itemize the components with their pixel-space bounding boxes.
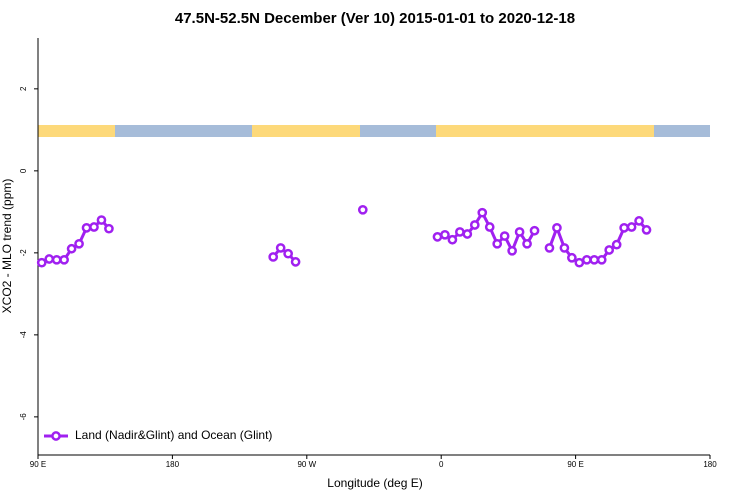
x-axis-label: Longitude (deg E) [327,476,422,490]
data-point [619,222,629,233]
x-tick-label: 90 E [30,460,46,469]
data-point [447,234,458,245]
ocean-strip [360,125,436,137]
data-point [529,225,540,236]
data-point [522,238,532,249]
x-tick-label: 180 [166,460,180,469]
data-point [484,222,495,232]
y-tick-label: 2 [19,86,28,91]
data-point [81,222,92,233]
chart-title: 47.5N-52.5N December (Ver 10) 2015-01-01… [175,10,575,27]
data-point [507,245,517,256]
data-point [462,229,473,239]
x-tick-label: 0 [439,460,444,469]
data-point [626,222,637,232]
land-strip [38,125,115,137]
data-point [290,257,301,267]
data-point [59,254,69,265]
data-point [275,243,286,253]
data-point [641,225,652,235]
ocean-strip [654,125,710,137]
data-point [611,239,622,250]
land-strip [436,125,654,137]
y-tick-label: 0 [19,168,28,173]
series-line [41,209,648,265]
data-point [477,207,488,218]
data-point [514,227,525,237]
y-tick-label: -2 [19,249,28,257]
data-point [574,257,585,268]
data-point [44,254,55,264]
data-point [634,216,644,226]
data-point [432,232,443,242]
ocean-strip [115,125,252,137]
surface-band [38,125,710,137]
data-point [596,254,607,265]
data-point [74,238,84,249]
x-tick-label: 180 [703,460,717,469]
data-point [492,238,503,249]
data-point [283,248,293,259]
data-point [567,252,577,263]
data-point [455,227,465,237]
data-point [604,245,615,255]
y-axis-label: XCO2 - MLO trend (ppm) [0,179,14,314]
data-point [104,223,114,234]
data-point [469,220,480,230]
data-point [268,252,279,262]
data-point [499,231,510,241]
legend-marker [51,431,61,441]
y-tick-label: -6 [19,413,28,421]
data-point [589,254,600,265]
land-strip [252,125,360,137]
data-point [559,243,570,253]
data-point [357,204,368,215]
data-point [581,254,592,265]
data-point [544,243,555,253]
x-tick-label: 90 W [297,460,316,469]
data-point [552,222,562,233]
x-tick-label: 90 E [567,460,583,469]
data-point [440,229,450,240]
data-point [36,257,47,268]
data-point [51,254,62,265]
data-point [89,222,99,232]
legend-label: Land (Nadir&Glint) and Ocean (Glint) [75,428,272,442]
data-point [66,243,77,254]
y-tick-label: -4 [19,331,28,339]
data-point [96,215,107,225]
